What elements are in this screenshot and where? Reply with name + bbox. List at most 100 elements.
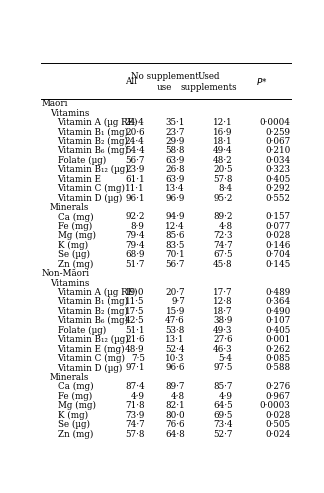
Text: 0·276: 0·276 [265,383,290,391]
Text: 12·4: 12·4 [165,222,185,231]
Text: 24·4: 24·4 [125,137,145,146]
Text: 4·9: 4·9 [219,392,233,401]
Text: Fe (mg): Fe (mg) [58,392,92,401]
Text: 0·364: 0·364 [265,297,290,307]
Text: 53·8: 53·8 [166,326,185,335]
Text: 0·323: 0·323 [265,165,290,175]
Text: 21·6: 21·6 [125,335,145,344]
Text: Zn (mg): Zn (mg) [58,260,93,269]
Text: 0·490: 0·490 [265,307,290,316]
Text: 26·8: 26·8 [165,165,185,175]
Text: Vitamin D (µg): Vitamin D (µg) [58,363,123,373]
Text: 24·4: 24·4 [125,118,145,127]
Text: 0·028: 0·028 [265,231,290,241]
Text: 0·085: 0·085 [265,354,290,363]
Text: Vitamin C (mg): Vitamin C (mg) [58,354,126,363]
Text: 0·259: 0·259 [265,128,290,137]
Text: 0·967: 0·967 [265,392,290,401]
Text: 12·1: 12·1 [213,118,233,127]
Text: 57·8: 57·8 [125,429,145,439]
Text: 18·7: 18·7 [213,307,233,316]
Text: 89·7: 89·7 [165,383,185,391]
Text: 96·9: 96·9 [166,194,185,203]
Text: 89·2: 89·2 [213,212,233,221]
Text: 0·077: 0·077 [265,222,290,231]
Text: 23·7: 23·7 [165,128,185,137]
Text: No supplement
use: No supplement use [131,72,199,92]
Text: K (mg): K (mg) [58,241,88,250]
Text: 52·7: 52·7 [213,429,233,439]
Text: Maori: Maori [42,99,68,108]
Text: 8·9: 8·9 [131,222,145,231]
Text: 10·3: 10·3 [165,354,185,363]
Text: 0·588: 0·588 [265,363,290,373]
Text: 0·405: 0·405 [265,326,290,335]
Text: 0·552: 0·552 [265,194,290,203]
Text: 0·505: 0·505 [265,420,290,429]
Text: Mg (mg): Mg (mg) [58,401,96,410]
Text: 95·2: 95·2 [213,194,233,203]
Text: 74·7: 74·7 [125,420,145,429]
Text: Vitamin B₆ (mg): Vitamin B₆ (mg) [58,316,129,325]
Text: Mg (mg): Mg (mg) [58,231,96,241]
Text: 64·5: 64·5 [213,401,233,410]
Text: 94·9: 94·9 [165,212,185,221]
Text: Minerals: Minerals [50,373,89,382]
Text: 4·8: 4·8 [171,392,185,401]
Text: 0·405: 0·405 [265,175,290,184]
Text: 35·1: 35·1 [166,118,185,127]
Text: 85·7: 85·7 [213,383,233,391]
Text: Vitamins: Vitamins [50,279,89,287]
Text: 0·034: 0·034 [265,156,290,165]
Text: 85·6: 85·6 [165,231,185,241]
Text: Vitamin B₁₂ (µg): Vitamin B₁₂ (µg) [58,335,129,344]
Text: 16·9: 16·9 [213,128,233,137]
Text: 17·5: 17·5 [125,307,145,316]
Text: 13·1: 13·1 [165,335,185,344]
Text: 56·7: 56·7 [125,156,145,165]
Text: Vitamin D (µg): Vitamin D (µg) [58,194,123,203]
Text: Folate (µg): Folate (µg) [58,326,106,335]
Text: 0·0004: 0·0004 [259,118,290,127]
Text: 0·210: 0·210 [265,146,290,155]
Text: K (mg): K (mg) [58,411,88,420]
Text: Minerals: Minerals [50,203,89,212]
Text: 73·9: 73·9 [125,411,145,420]
Text: 9·7: 9·7 [171,297,185,307]
Text: 69·5: 69·5 [213,411,233,420]
Text: 4·9: 4·9 [131,392,145,401]
Text: 0·704: 0·704 [265,250,290,259]
Text: 80·0: 80·0 [165,411,185,420]
Text: Vitamin C (mg): Vitamin C (mg) [58,184,126,193]
Text: 82·1: 82·1 [165,401,185,410]
Text: 63·9: 63·9 [166,175,185,184]
Text: 97·1: 97·1 [125,363,145,373]
Text: 0·489: 0·489 [265,288,290,297]
Text: 0·028: 0·028 [265,411,290,420]
Text: 19·0: 19·0 [125,288,145,297]
Text: $P$*: $P$* [256,76,267,87]
Text: 0·024: 0·024 [265,429,290,439]
Text: Se (µg): Se (µg) [58,250,89,259]
Text: Ca (mg): Ca (mg) [58,382,93,391]
Text: 8·4: 8·4 [218,184,233,193]
Text: 4·8: 4·8 [218,222,233,231]
Text: 29·9: 29·9 [166,137,185,146]
Text: 46·3: 46·3 [213,345,233,353]
Text: 97·5: 97·5 [213,363,233,373]
Text: 47·6: 47·6 [165,317,185,325]
Text: Se (µg): Se (µg) [58,420,89,429]
Text: 0·001: 0·001 [265,335,290,344]
Text: 49·4: 49·4 [213,146,233,155]
Text: 76·6: 76·6 [165,420,185,429]
Text: 83·5: 83·5 [166,241,185,250]
Text: Folate (µg): Folate (µg) [58,156,106,165]
Text: 56·7: 56·7 [165,260,185,269]
Text: 0·107: 0·107 [265,317,290,325]
Text: 13·4: 13·4 [165,184,185,193]
Text: 54·4: 54·4 [125,146,145,155]
Text: 79·4: 79·4 [125,231,145,241]
Text: 51·1: 51·1 [125,326,145,335]
Text: 42·5: 42·5 [125,317,145,325]
Text: 92·2: 92·2 [125,212,145,221]
